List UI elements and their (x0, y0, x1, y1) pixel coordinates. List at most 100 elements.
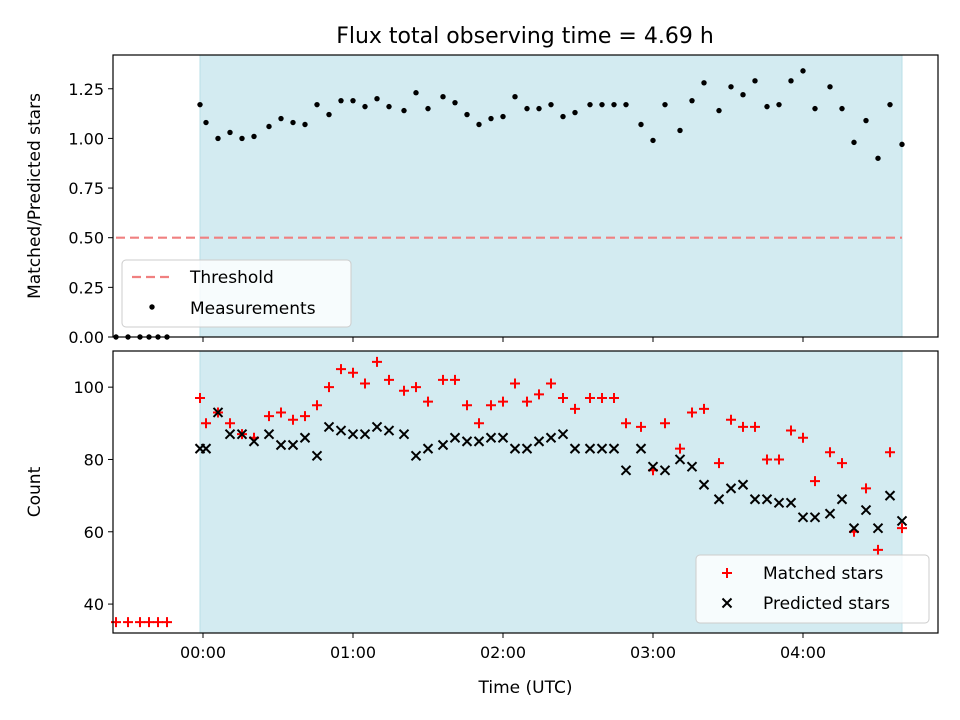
measurement-point (788, 78, 794, 84)
predicted-star-point (212, 407, 224, 418)
measurement-point (677, 127, 683, 134)
matched-star-point (558, 393, 568, 403)
measurement-point (611, 101, 617, 108)
y-tick-label: 0.50 (68, 229, 104, 248)
matched-star-point (837, 458, 847, 469)
measurement-point (689, 97, 695, 104)
matched-star-point (360, 378, 370, 389)
matched-star-point (738, 421, 748, 432)
matched-star-point (264, 411, 274, 422)
measurement-point (362, 103, 368, 110)
predicted-star-point (371, 421, 383, 433)
y-axis-label: Count (25, 466, 45, 517)
matched-star-point (609, 393, 619, 403)
matched-star-point (135, 617, 145, 628)
measurement-point (401, 107, 407, 114)
matched-star-point (162, 617, 172, 628)
matched-star-point (312, 400, 322, 411)
measurement-point (875, 155, 881, 161)
predicted-star-point (596, 443, 608, 454)
matched-star-point (714, 458, 724, 469)
matched-star-point (153, 617, 163, 628)
matched-star-point (585, 393, 595, 403)
measurement-point (197, 101, 203, 108)
measurement-point (812, 105, 818, 112)
y-tick-label: 0.25 (68, 278, 104, 297)
measurement-point (863, 117, 869, 124)
measurement-point (524, 105, 530, 112)
predicted-star-point (809, 512, 821, 523)
matched-star-point (675, 443, 685, 454)
predicted-star-point (347, 428, 359, 440)
measurement-point (827, 84, 833, 90)
series-measurements (113, 68, 905, 340)
measurement-point (728, 84, 734, 90)
predicted-star-point (557, 428, 569, 440)
predicted-star-point (785, 497, 797, 509)
series-predicted-stars (194, 407, 908, 534)
predicted-star-point (860, 504, 872, 516)
predicted-star-point (848, 522, 860, 534)
matched-star-point (300, 411, 310, 422)
predicted-star-point (749, 494, 761, 505)
x-tick-label: 00:00 (180, 643, 226, 662)
predicted-star-point (635, 443, 647, 454)
predicted-star-point (824, 508, 836, 519)
measurement-point (839, 105, 845, 112)
legend-box (695, 554, 930, 624)
predicted-star-point (410, 450, 422, 462)
predicted-star-point (236, 428, 248, 440)
measurement-point (476, 121, 482, 128)
measurement-point (266, 123, 272, 130)
predicted-star-point (275, 439, 287, 451)
x-tick-label: 04:00 (780, 643, 826, 662)
measurement-point (752, 78, 758, 84)
y-tick-label: 0.75 (68, 179, 104, 198)
matched-star-point (726, 414, 736, 425)
matched-star-point (885, 447, 895, 458)
predicted-star-point (713, 494, 725, 505)
predicted-star-point (398, 428, 410, 440)
matched-star-point (687, 407, 697, 418)
matched-star-point (324, 382, 334, 393)
matched-star-point (861, 483, 871, 494)
predicted-star-point (674, 454, 686, 465)
predicted-star-point (584, 443, 596, 454)
legend-measurements-label: Measurements (190, 299, 316, 319)
matched-star-point (762, 454, 772, 465)
x-tick-label: 03:00 (630, 643, 676, 662)
y-tick-label: 80 (84, 450, 104, 469)
predicted-star-point (485, 432, 497, 443)
predicted-star-point (323, 421, 335, 433)
measurement-point (764, 103, 770, 110)
predicted-star-point (737, 479, 749, 490)
measurement-point (512, 94, 518, 100)
y-tick-label: 60 (84, 523, 104, 542)
measurement-point (350, 97, 356, 104)
matched-star-point (621, 418, 631, 429)
predicted-star-point (659, 465, 671, 476)
measurement-point (638, 121, 644, 128)
predicted-star-point (335, 425, 347, 436)
measurement-point (740, 92, 746, 98)
legend-matched-label: Matched stars (763, 564, 883, 584)
y-tick-label: 0.00 (68, 328, 104, 347)
matched-star-point (798, 432, 808, 443)
matched-star-point (786, 425, 796, 436)
matched-star-point (144, 617, 154, 628)
predicted-star-point (761, 494, 773, 505)
matched-star-point (438, 374, 448, 385)
predicted-star-point (896, 515, 908, 527)
matched-star-point (399, 385, 409, 396)
predicted-star-point (836, 494, 848, 505)
measurement-point (572, 109, 578, 116)
matched-star-point (636, 421, 646, 432)
matched-star-point (225, 418, 235, 429)
measurement-point (425, 105, 431, 112)
measurement-point (215, 135, 221, 142)
matched-star-point (423, 396, 433, 407)
measurement-point (374, 95, 380, 102)
measurement-point (587, 101, 593, 108)
matched-star-point (288, 414, 298, 425)
